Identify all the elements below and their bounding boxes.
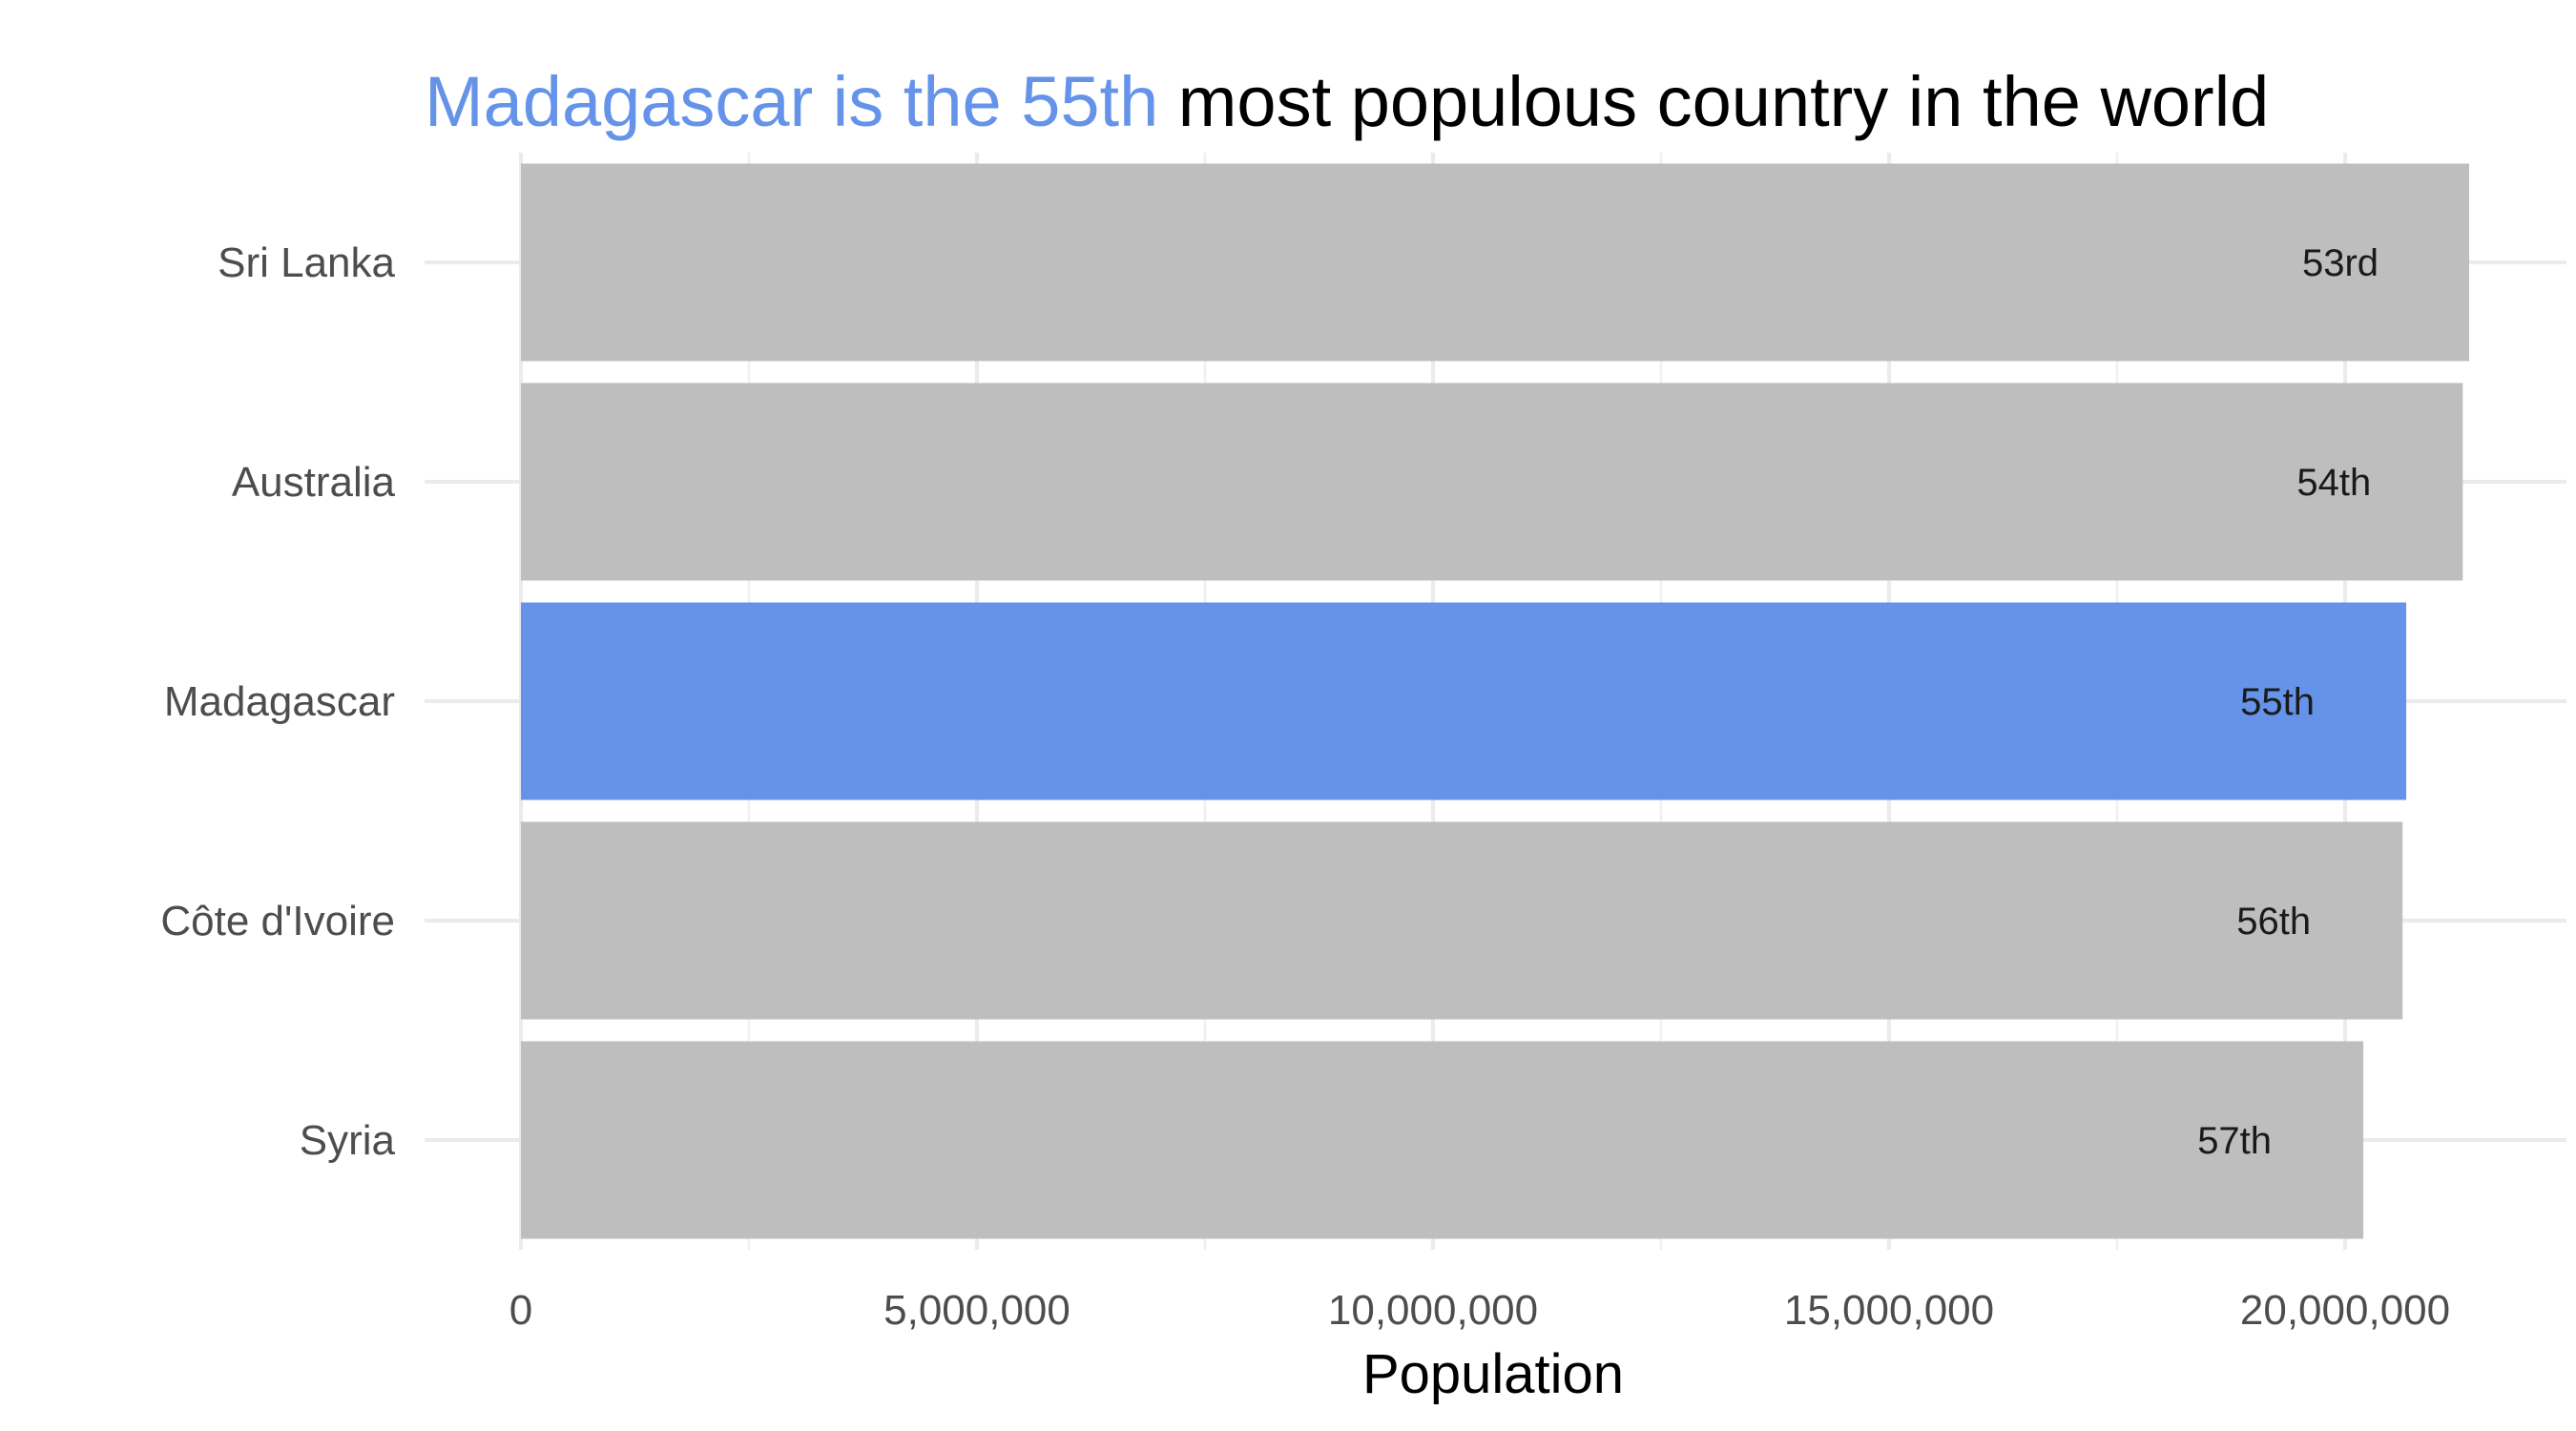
y-tick-label: Syria [300, 1117, 396, 1164]
x-axis-title: Population [1362, 1343, 1624, 1405]
x-tick-label: 10,000,000 [1328, 1287, 1538, 1334]
chart-title-rest: most populous country in the world [1158, 62, 2269, 141]
chart-title: Madagascar is the 55th most populous cou… [425, 62, 2269, 141]
y-tick-label: Sri Lanka [218, 239, 395, 286]
y-tick-label: Côte d'Ivoire [160, 898, 395, 944]
bar-rank-label: 57th [2197, 1120, 2272, 1162]
x-tick-label: 15,000,000 [1784, 1287, 1994, 1334]
x-axis-tick-labels: 0 5,000,000 10,000,000 15,000,000 20,000,000 [509, 1287, 2450, 1334]
y-tick-label: Australia [232, 459, 396, 506]
y-axis-tick-labels: Sri Lanka Australia Madagascar Côte d'Ivoir… [160, 239, 395, 1164]
bar-rank-label: 56th [2236, 901, 2311, 943]
bar-rank-label: 55th [2240, 681, 2315, 723]
bar-madagascar [521, 602, 2407, 800]
chart-title-highlight: Madagascar is the 55th [425, 62, 1158, 141]
bar-syria [521, 1041, 2364, 1239]
bars [521, 163, 2470, 1239]
bar-c-te-d-ivoire [521, 821, 2403, 1020]
bar-rank-label: 54th [2296, 462, 2371, 504]
bar-australia [521, 383, 2463, 581]
x-tick-label: 5,000,000 [883, 1287, 1070, 1334]
bar-rank-label: 53rd [2302, 242, 2379, 284]
y-tick-label: Madagascar [164, 678, 395, 725]
x-tick-label: 20,000,000 [2240, 1287, 2450, 1334]
bar-sri-lanka [521, 163, 2470, 362]
x-tick-label: 0 [509, 1287, 532, 1334]
bar-rank-labels: 53rd 54th 55th 56th 57th [2197, 242, 2379, 1162]
